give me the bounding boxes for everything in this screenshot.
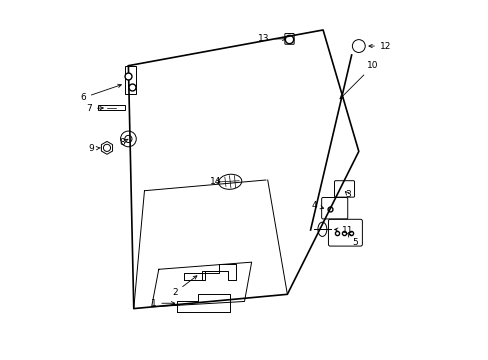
Text: 11: 11 [334,225,353,234]
Text: 13: 13 [258,35,285,44]
Text: 3: 3 [345,190,350,199]
Text: 5: 5 [347,233,357,247]
Text: 6: 6 [80,84,121,102]
Text: 14: 14 [210,177,221,186]
Text: 1: 1 [150,299,174,308]
Text: 10: 10 [339,61,378,99]
Text: 7: 7 [86,104,103,113]
Text: 12: 12 [368,41,390,50]
Text: 2: 2 [172,276,197,297]
Text: 9: 9 [88,144,100,153]
Text: 8: 8 [119,138,128,147]
Text: 4: 4 [311,201,323,210]
